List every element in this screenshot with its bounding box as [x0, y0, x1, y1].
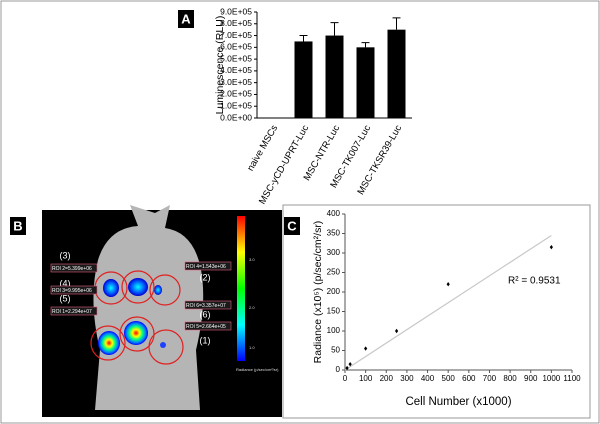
error-bar	[361, 42, 370, 48]
annotation: R² = 0.9531	[508, 276, 561, 287]
y-tick-label: 150	[327, 307, 341, 316]
y-tick-label: 100	[327, 326, 341, 335]
y-tick-label: 1.0E+05	[220, 100, 252, 110]
y-axis-label: Radiance (x10⁵) (p/sec/cm²/sr)	[312, 221, 324, 364]
scale-caption: Radiance (p/sec/cm²/sr)	[236, 367, 279, 372]
scale-tick: 2.0	[249, 305, 255, 310]
panel-label-box	[10, 217, 26, 235]
bar	[387, 29, 406, 119]
region-label: (6)	[200, 309, 211, 319]
x-tick-label: 400	[421, 374, 435, 383]
point	[364, 346, 368, 351]
roi-box	[184, 300, 232, 310]
bar	[356, 47, 375, 119]
signal	[124, 321, 148, 345]
panel-label-box	[284, 217, 300, 235]
y-tick-label: 3.0E+05	[220, 77, 252, 87]
point	[446, 282, 450, 287]
roi-box	[50, 306, 98, 316]
signal	[98, 331, 120, 355]
scale-unit: x10⁶	[258, 292, 279, 303]
bar	[294, 41, 313, 118]
x-tick-label: 300	[400, 374, 414, 383]
y-tick-label: 50	[331, 346, 340, 355]
y-tick-label: 0	[336, 365, 341, 374]
signal	[160, 342, 166, 348]
x-tick-label: 500	[442, 374, 456, 383]
roi-label: ROI 3=9.995e+06	[52, 288, 92, 294]
x-tick-label: 1000	[542, 374, 560, 383]
signal	[154, 285, 162, 295]
y-tick-label: 400	[327, 209, 341, 218]
scale-tick: 3.0	[249, 257, 255, 262]
roi-box	[184, 321, 232, 331]
x-tick-label: 1100	[563, 374, 581, 383]
region-label: (2)	[200, 272, 211, 282]
y-tick-label: 5.0E+05	[220, 53, 252, 63]
panel-border	[282, 204, 591, 419]
x-tick-label: 700	[483, 374, 497, 383]
y-tick-label: 9.0E+05	[220, 6, 252, 16]
y-tick-label: 4.0E+05	[220, 65, 252, 75]
color-bar	[237, 216, 245, 361]
y-tick-label: 350	[327, 229, 341, 238]
roi-label: ROI 5=2.664e+05	[186, 324, 226, 330]
roi-box	[50, 263, 98, 273]
region-label: (4)	[60, 278, 71, 288]
y-tick-label: 2.0E+05	[220, 89, 252, 99]
x-tick-label: 800	[503, 374, 517, 383]
roi-circles	[90, 270, 184, 365]
signal	[103, 279, 119, 297]
region-label: (3)	[60, 250, 71, 260]
bar	[325, 35, 344, 118]
y-tick-label: 6.0E+05	[220, 42, 252, 52]
roi-box	[50, 285, 98, 295]
x-tick-label: naive MSCs	[245, 123, 280, 173]
roi-label: ROI 4=1.543e+06	[186, 264, 226, 270]
x-axis-label: Cell Number (x1000)	[405, 396, 511, 408]
y-tick-label: 7.0E+05	[220, 30, 252, 40]
point	[549, 244, 553, 250]
y-axis-label: Luminescence (RLU)	[214, 16, 226, 115]
error-bar	[299, 35, 308, 42]
point	[345, 365, 349, 371]
roi-label: ROI 2=5.399e+06	[52, 266, 92, 272]
x-tick-label: 100	[359, 374, 373, 383]
trendline	[344, 234, 552, 371]
point	[394, 328, 399, 334]
y-tick-label: 0.0E+00	[220, 112, 252, 122]
x-tick-label: 0	[343, 374, 348, 383]
region-label: (1)	[200, 335, 211, 345]
roi-box	[184, 261, 232, 271]
signal	[128, 278, 148, 296]
x-tick-label: 900	[524, 374, 538, 383]
mouse	[93, 205, 204, 410]
panel-label: A	[181, 11, 191, 26]
x-tick-label: 200	[380, 374, 394, 383]
roi-label: ROI 1=2.294e+07	[52, 309, 92, 315]
x-tick-label: 600	[462, 374, 476, 383]
y-tick-label: 200	[327, 287, 341, 296]
y-tick-label: 250	[327, 268, 341, 277]
panel-label: C	[287, 218, 297, 233]
point	[348, 361, 352, 367]
panel-label-box	[178, 10, 194, 28]
error-bar	[392, 17, 401, 30]
error-bar	[330, 22, 339, 36]
scale-tick: 1.0	[249, 345, 255, 350]
y-tick-label: 8.0E+05	[220, 18, 252, 28]
roi-label: ROI 6=3.357e+07	[186, 303, 226, 309]
y-tick-label: 300	[327, 248, 341, 257]
panel-label: B	[13, 218, 22, 233]
region-label: (5)	[60, 293, 71, 303]
